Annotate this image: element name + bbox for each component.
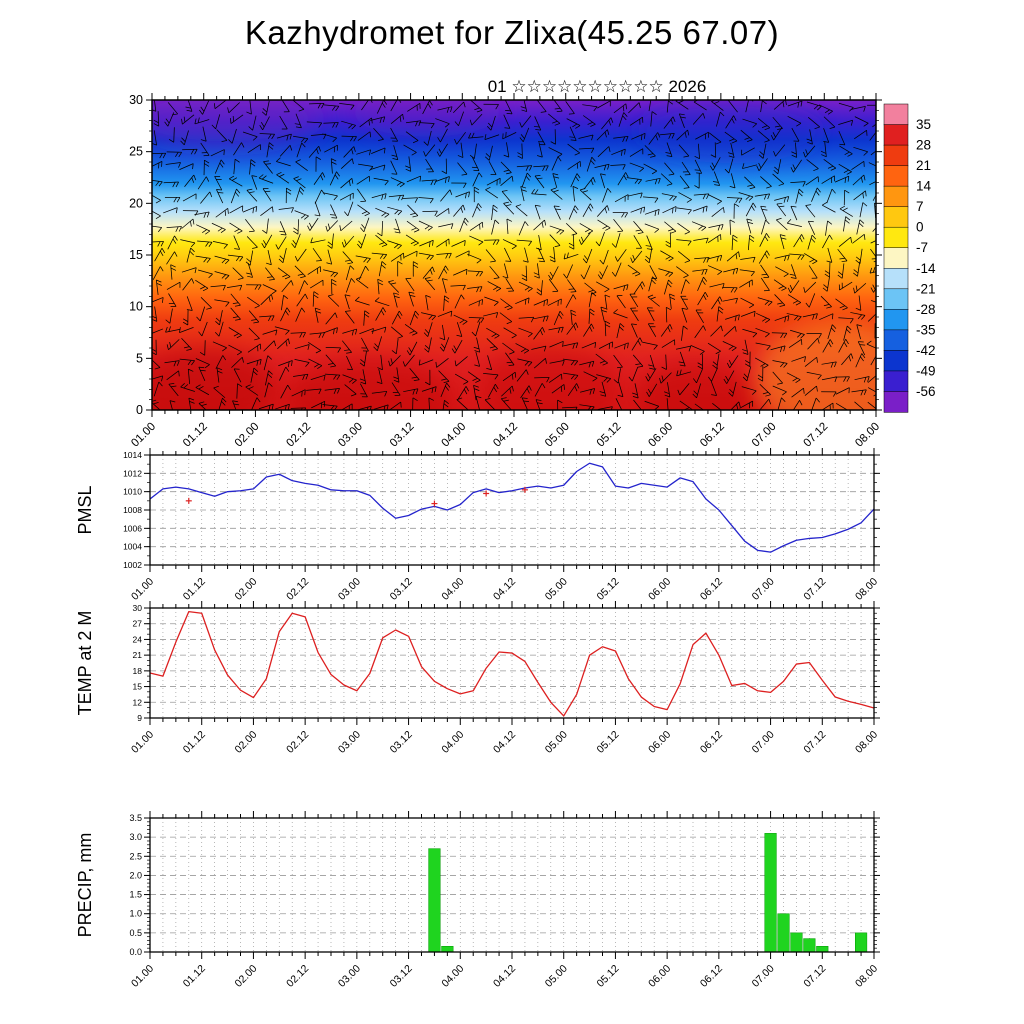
svg-text:04.12: 04.12 <box>491 963 518 990</box>
svg-text:1008: 1008 <box>123 505 142 515</box>
svg-text:30: 30 <box>129 93 143 107</box>
svg-text:08.00: 08.00 <box>853 963 880 990</box>
svg-text:1006: 1006 <box>123 523 142 533</box>
svg-text:05.12: 05.12 <box>594 963 621 990</box>
svg-text:-35: -35 <box>916 322 936 337</box>
svg-text:24: 24 <box>133 634 143 644</box>
svg-text:-56: -56 <box>916 384 936 399</box>
svg-text:14: 14 <box>916 179 932 194</box>
date-subtitle: 01 ☆☆☆☆☆☆☆☆☆☆ 2026 <box>487 77 707 96</box>
svg-text:0.5: 0.5 <box>129 928 142 938</box>
svg-text:3.0: 3.0 <box>129 832 142 842</box>
svg-text:06.12: 06.12 <box>698 963 725 990</box>
svg-text:01.12: 01.12 <box>181 963 208 990</box>
svg-text:9: 9 <box>137 713 142 723</box>
svg-text:10: 10 <box>129 300 143 314</box>
svg-text:0.0: 0.0 <box>129 947 142 957</box>
svg-text:28: 28 <box>916 138 931 153</box>
svg-text:1010: 1010 <box>123 487 142 497</box>
svg-text:04.00: 04.00 <box>439 963 466 990</box>
svg-text:12: 12 <box>133 697 143 707</box>
svg-text:05.00: 05.00 <box>543 963 570 990</box>
svg-text:30: 30 <box>133 603 143 613</box>
svg-text:02.12: 02.12 <box>284 963 311 990</box>
svg-text:0: 0 <box>136 403 143 417</box>
svg-text:03.00: 03.00 <box>336 963 363 990</box>
svg-text:02.00: 02.00 <box>232 963 259 990</box>
svg-text:7: 7 <box>916 199 924 214</box>
svg-text:1.5: 1.5 <box>129 890 142 900</box>
svg-text:03.12: 03.12 <box>388 963 415 990</box>
svg-text:5: 5 <box>136 351 143 365</box>
svg-text:-7: -7 <box>916 240 928 255</box>
svg-text:07.12: 07.12 <box>801 963 828 990</box>
svg-text:-14: -14 <box>916 261 936 276</box>
svg-text:20: 20 <box>129 196 143 210</box>
svg-text:07.00: 07.00 <box>750 963 777 990</box>
svg-text:15: 15 <box>129 248 143 262</box>
svg-text:-42: -42 <box>916 343 936 358</box>
svg-text:15: 15 <box>133 682 143 692</box>
svg-text:0: 0 <box>916 220 924 235</box>
svg-text:27: 27 <box>133 619 143 629</box>
svg-text:1014: 1014 <box>123 450 142 460</box>
svg-text:01.00: 01.00 <box>129 963 156 990</box>
svg-text:1002: 1002 <box>123 560 142 570</box>
page-title: Kazhydromet for Zlixa(45.25 67.07) <box>244 14 780 51</box>
svg-text:1.0: 1.0 <box>129 909 142 919</box>
svg-text:-21: -21 <box>916 281 936 296</box>
svg-text:1004: 1004 <box>123 542 142 552</box>
svg-text:35: 35 <box>916 117 931 132</box>
svg-text:2.5: 2.5 <box>129 851 142 861</box>
svg-text:21: 21 <box>133 650 143 660</box>
svg-text:21: 21 <box>916 158 931 173</box>
svg-text:-49: -49 <box>916 363 936 378</box>
svg-text:18: 18 <box>133 666 143 676</box>
svg-text:06.00: 06.00 <box>646 963 673 990</box>
svg-text:1012: 1012 <box>123 468 142 478</box>
svg-text:2.0: 2.0 <box>129 870 142 880</box>
svg-text:-28: -28 <box>916 302 936 317</box>
svg-text:25: 25 <box>129 145 143 159</box>
svg-text:3.5: 3.5 <box>129 813 142 823</box>
